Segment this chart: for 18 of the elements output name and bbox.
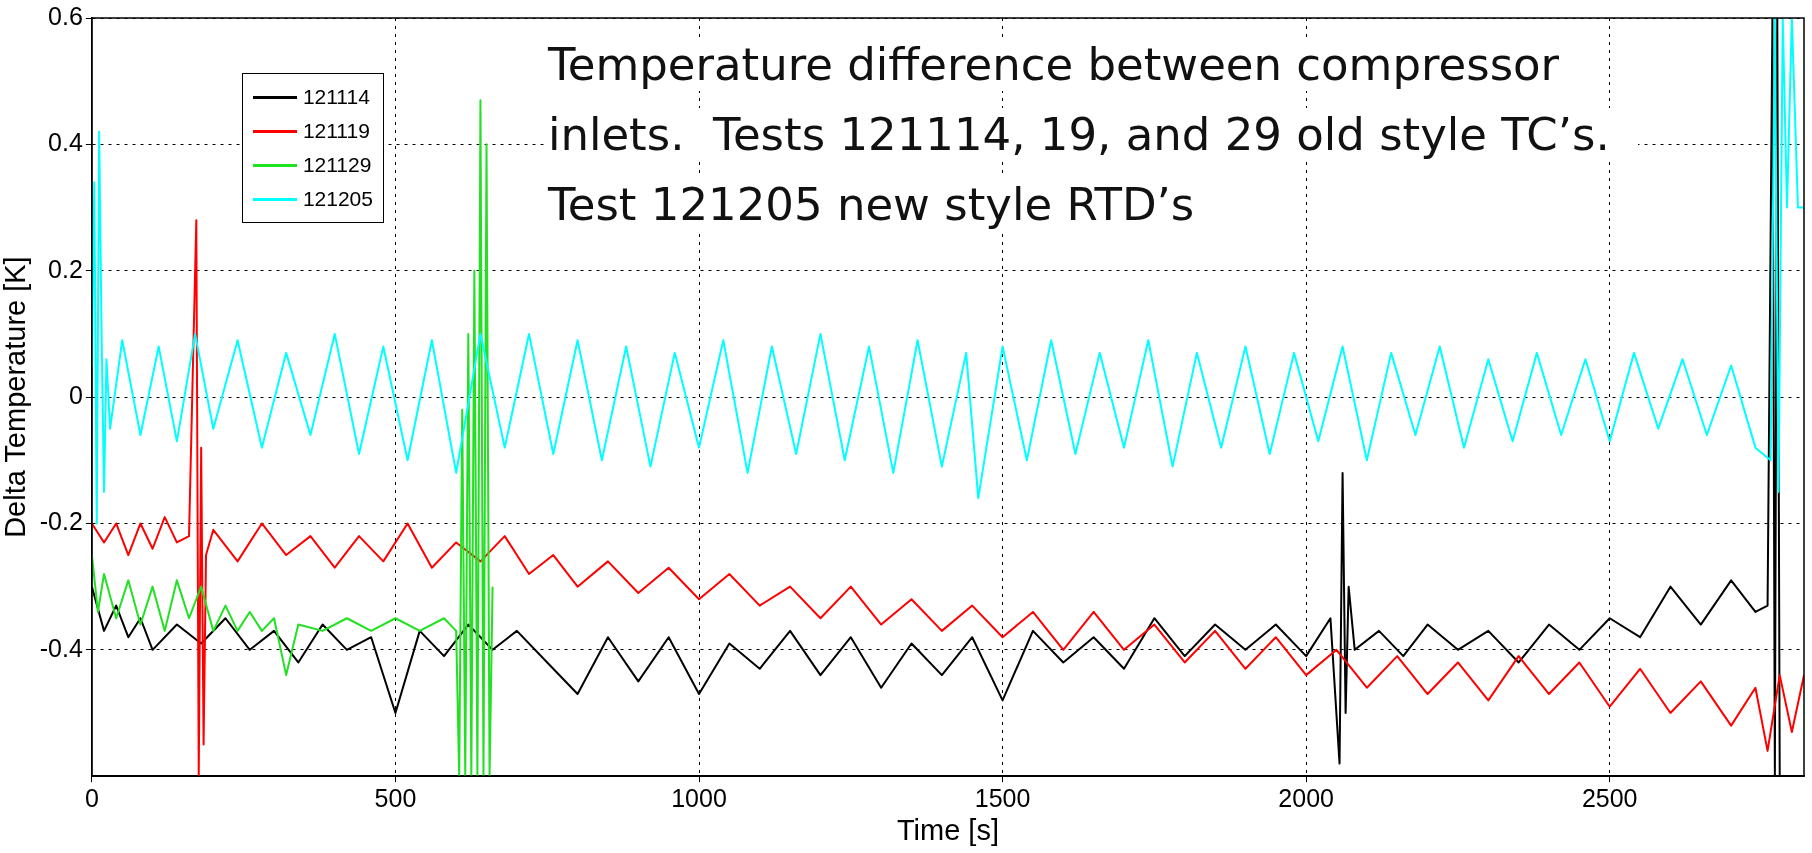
y-tick-label: -0.2: [39, 507, 83, 536]
y-axis-title: Delta Temperature [K]: [0, 256, 32, 538]
y-tick-label: 0: [68, 380, 83, 409]
y-tick-label: 0.2: [48, 254, 83, 283]
x-tick-label: 1000: [671, 784, 727, 813]
legend-label: 121114: [302, 85, 370, 109]
legend-label: 121119: [302, 119, 370, 143]
legend-label: 121129: [302, 153, 372, 177]
x-tick-label: 500: [374, 784, 417, 813]
legend-label: 121205: [302, 187, 373, 211]
x-tick-label: 2500: [1581, 784, 1638, 813]
x-tick-label: 1500: [974, 784, 1031, 813]
y-tick-label: 0.4: [48, 128, 83, 157]
x-axis-title: Time [s]: [896, 813, 999, 846]
annotation: Temperature difference between compressor inlets. Tests 121114, 19, and 29 old style TC’s. Test 121205 new style RTD’s: [547, 38, 1639, 231]
y-tick-label: -0.4: [39, 633, 83, 662]
x-tick-label: 2000: [1278, 784, 1334, 813]
y-tick-label: 0.6: [48, 1, 83, 30]
